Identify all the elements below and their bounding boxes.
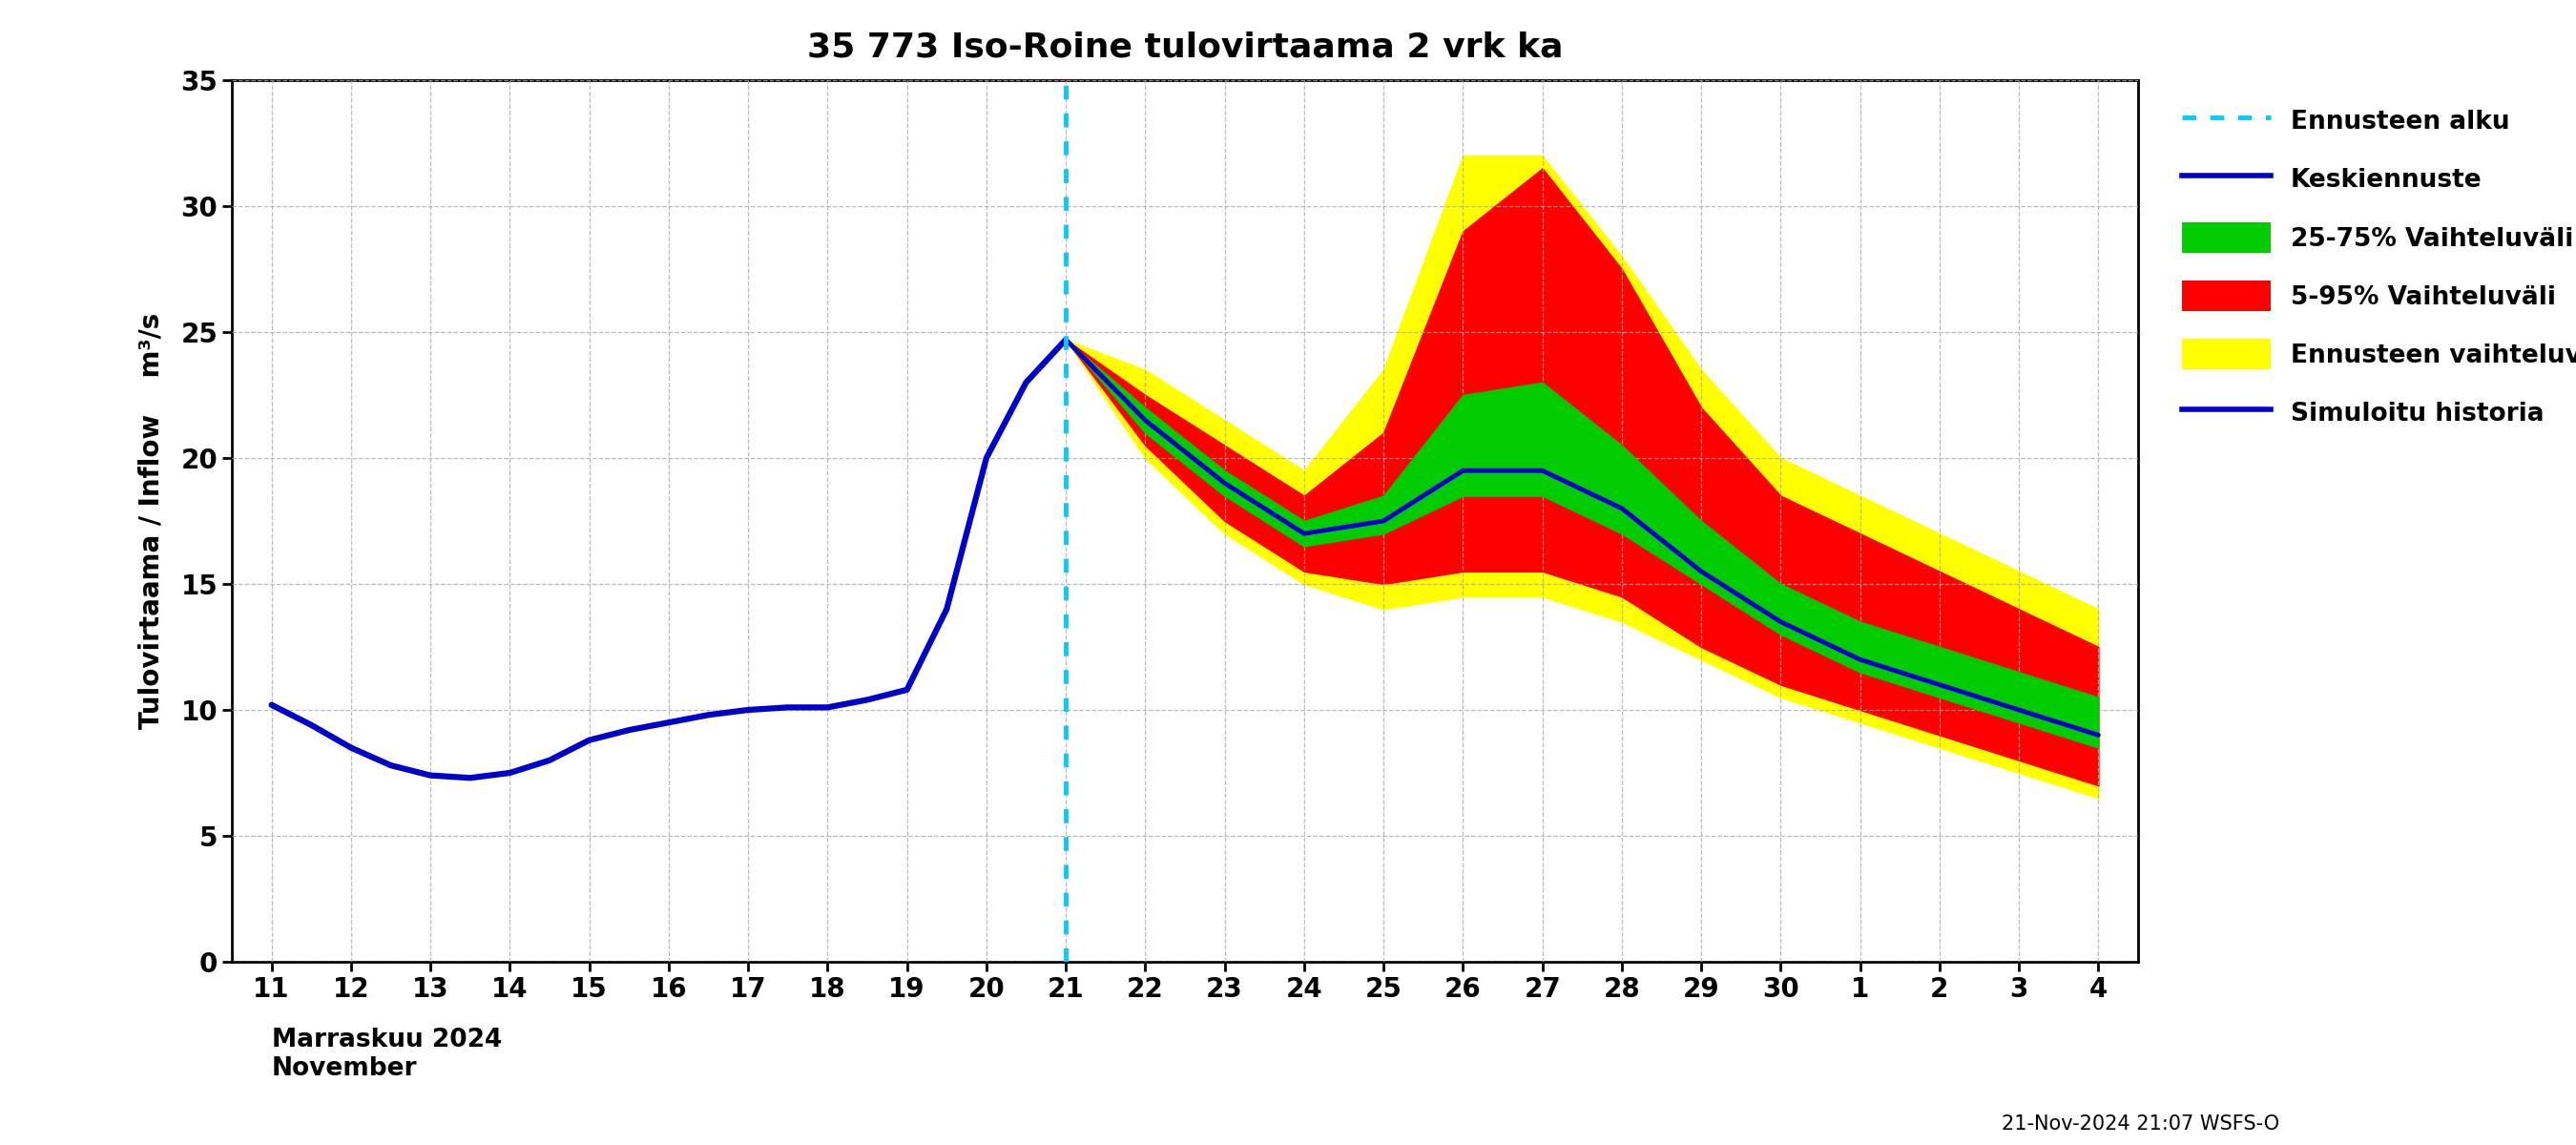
Y-axis label: Tulovirtaama / Inflow    m³/s: Tulovirtaama / Inflow m³/s xyxy=(139,313,165,729)
Text: Marraskuu 2024
November: Marraskuu 2024 November xyxy=(270,1028,502,1081)
Legend: Ennusteen alku, Keskiennuste, 25-75% Vaihteluväli, 5-95% Vaihteluväli, Ennusteen: Ennusteen alku, Keskiennuste, 25-75% Vai… xyxy=(2169,93,2576,441)
Text: 21-Nov-2024 21:07 WSFS-O: 21-Nov-2024 21:07 WSFS-O xyxy=(2002,1114,2280,1134)
Title: 35 773 Iso-Roine tulovirtaama 2 vrk ka: 35 773 Iso-Roine tulovirtaama 2 vrk ka xyxy=(806,31,1564,63)
